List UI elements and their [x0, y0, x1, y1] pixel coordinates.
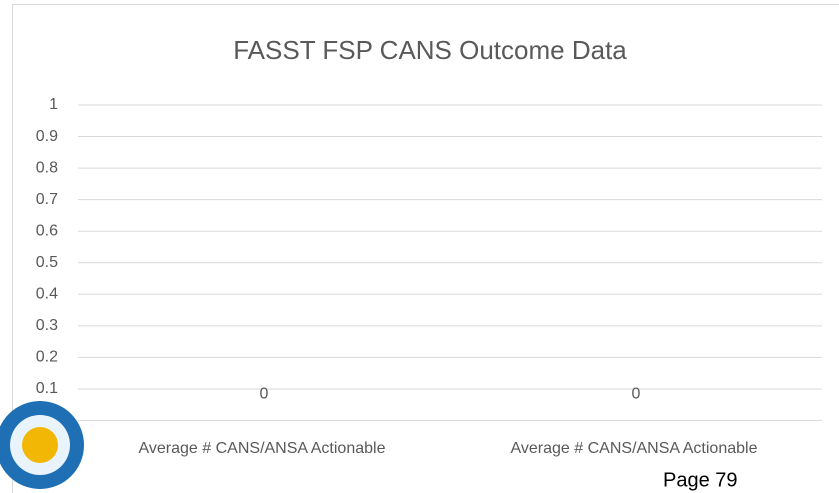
chart-frame	[12, 4, 839, 493]
y-tick-label: 0.2	[36, 349, 58, 366]
y-tick-label: 0.3	[36, 317, 58, 334]
y-tick-label: 0.5	[36, 254, 58, 271]
y-tick-label: 0.6	[36, 222, 58, 239]
x-tick-label: Average # CANS/ANSA Actionable	[511, 440, 758, 457]
x-tick-label: Average # CANS/ANSA Actionable	[139, 440, 386, 457]
y-tick-label: 0.9	[36, 128, 58, 145]
y-tick-label: 0.4	[36, 286, 58, 303]
page-number: Page 79	[663, 469, 738, 491]
y-tick-label: 0.7	[36, 191, 58, 208]
logo	[0, 401, 84, 489]
logo-emblem	[22, 427, 58, 463]
chart-title: FASST FSP CANS Outcome Data	[233, 35, 627, 65]
data-label: 0	[260, 386, 269, 403]
y-tick-label: 0.8	[36, 159, 58, 176]
data-label: 0	[632, 386, 641, 403]
y-tick-label: 1	[49, 96, 58, 113]
y-tick-label: 0.1	[36, 380, 58, 397]
